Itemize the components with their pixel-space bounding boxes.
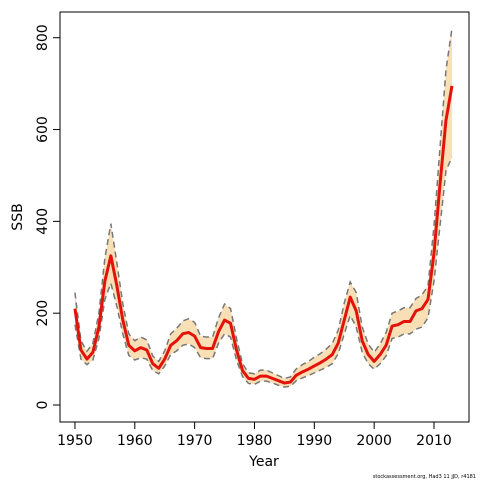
x-tick-label: 1960 [117, 433, 153, 449]
x-tick-label: 1970 [177, 433, 213, 449]
x-tick-label: 1950 [57, 433, 93, 449]
upper-bound [74, 28, 453, 380]
y-tick-label: 0 [35, 401, 51, 410]
y-tick-label: 400 [35, 208, 51, 235]
plot-frame [59, 11, 470, 423]
y-tick-label: 800 [35, 24, 51, 51]
y-axis-label: SSB [10, 203, 26, 230]
footnote: stockassessment.org, Had3 11 jJD, r4181 [373, 474, 476, 480]
y-tick-label: 200 [35, 300, 51, 327]
y-tick-label: 600 [35, 116, 51, 143]
confidence-band [74, 28, 452, 388]
x-tick-label: 1990 [296, 433, 332, 449]
x-tick-label: 2010 [416, 433, 452, 449]
x-axis-label: Year [248, 454, 279, 470]
lower-bound [74, 156, 453, 388]
x-tick-label: 1980 [237, 433, 273, 449]
ssb-line [73, 85, 454, 385]
x-tick-label: 2000 [356, 433, 392, 449]
